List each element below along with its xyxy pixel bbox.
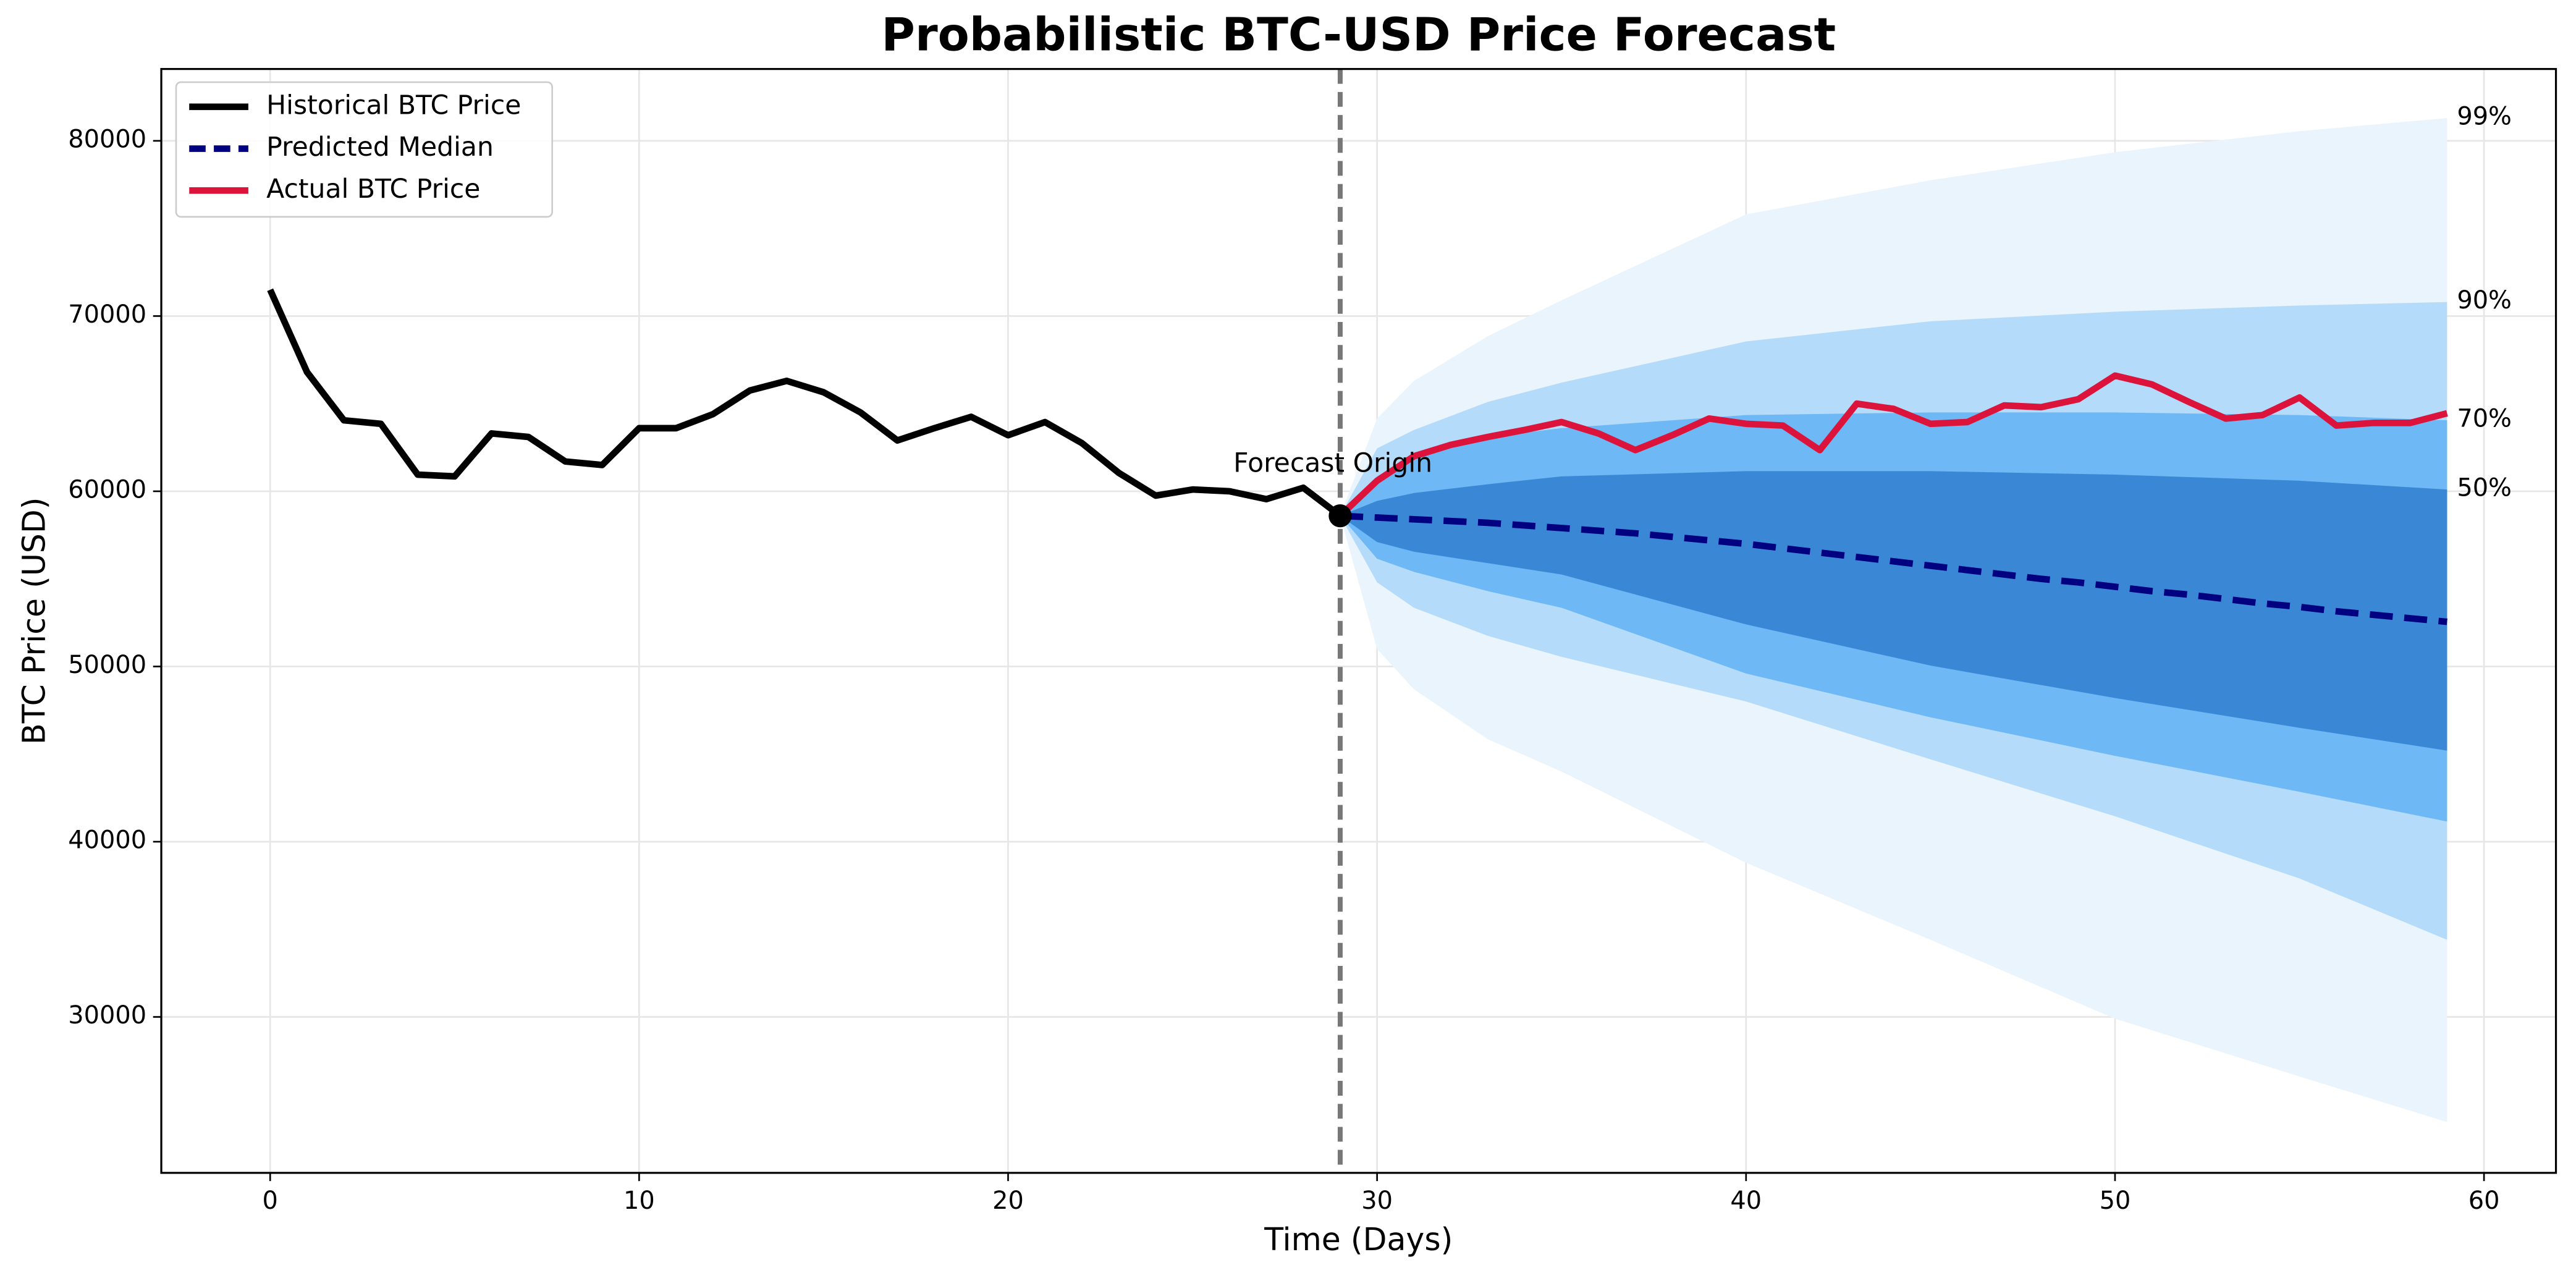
x-tick-label: 30 [1361, 1187, 1393, 1215]
legend-label: Predicted Median [266, 132, 494, 163]
origin-point [1328, 504, 1352, 528]
annotation: Forecast Origin [1233, 449, 1432, 479]
x-tick-label: 50 [2100, 1187, 2131, 1215]
y-tick-label: 70000 [68, 300, 146, 329]
legend-label: Actual BTC Price [266, 174, 480, 205]
band-label: 70% [2457, 405, 2512, 433]
y-tick-label: 60000 [68, 475, 146, 504]
y-axis-label: BTC Price (USD) [16, 497, 53, 745]
x-tick-label: 10 [623, 1187, 655, 1215]
y-tick-label: 30000 [68, 1001, 146, 1030]
x-axis-label: Time (Days) [1264, 1221, 1453, 1258]
legend-box [175, 81, 554, 218]
x-tick-label: 60 [2468, 1187, 2500, 1215]
band-label: 50% [2457, 474, 2512, 502]
legend: Historical BTC Price Predicted Median Actu… [175, 81, 554, 218]
band-label: 99% [2457, 103, 2512, 131]
legend-label: Historical BTC Price [266, 90, 521, 121]
y-tick-label: 40000 [68, 826, 146, 855]
band-label: 90% [2457, 286, 2512, 315]
line [1340, 512, 2447, 625]
x-tick-label: 0 [263, 1187, 278, 1215]
plot-frame [160, 68, 2557, 1174]
chart-title: Probabilistic BTC-USD Price Forecast [881, 8, 1836, 62]
x-tick-label: 40 [1730, 1187, 1762, 1215]
x-tick-label: 20 [992, 1187, 1024, 1215]
y-tick-label: 80000 [68, 125, 146, 153]
confidence-band [1340, 471, 2447, 751]
line [267, 288, 1343, 518]
y-tick-label: 50000 [68, 651, 146, 679]
line [1338, 372, 2448, 518]
